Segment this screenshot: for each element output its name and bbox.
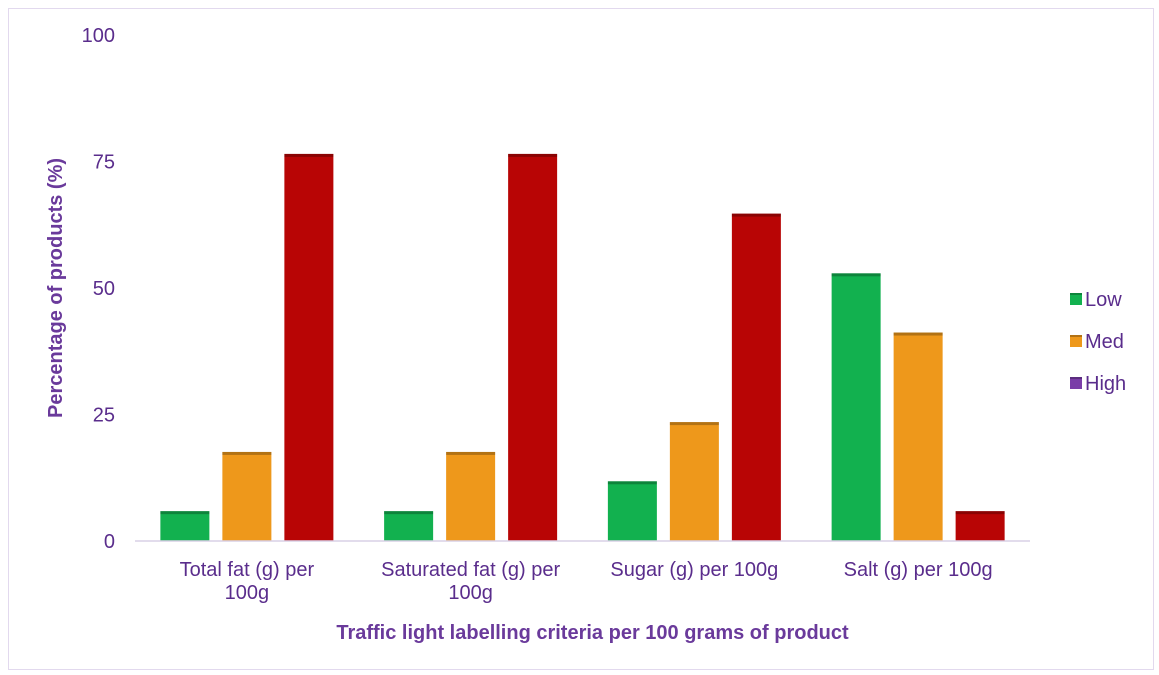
bar-med [893, 332, 943, 541]
legend-swatch-cap [1070, 335, 1082, 337]
bar-cap [955, 511, 1005, 515]
y-tick-label: 25 [93, 405, 115, 427]
bar-low [384, 511, 434, 541]
legend-swatch-high [1070, 377, 1082, 389]
legend-swatch-cap [1070, 377, 1082, 379]
bar-high [284, 153, 334, 541]
bar-cap [222, 451, 272, 455]
bar-cap [607, 481, 657, 485]
bar-cap [831, 273, 881, 277]
legend-swatch-cap [1070, 293, 1082, 295]
legend-swatch-med [1070, 335, 1082, 347]
bar-med [446, 451, 496, 541]
bar-cap [508, 153, 558, 157]
y-axis-ticks: 0 25 50 75 100 [82, 25, 115, 553]
bar-low [607, 481, 657, 541]
bar-high [731, 213, 781, 542]
bar-cap [893, 332, 943, 336]
y-tick-label: 75 [93, 152, 115, 174]
bar-high [508, 153, 558, 541]
x-category-label: Sugar (g) per 100g [610, 559, 778, 581]
x-category-label: Saturated fat (g) per 100g [381, 559, 560, 604]
x-category-label: Total fat (g) per 100g [180, 559, 315, 604]
y-tick-label: 0 [104, 531, 115, 553]
chart-frame [8, 8, 1154, 670]
bar-low [831, 273, 881, 541]
legend: Low Med High [1070, 289, 1126, 395]
bars [160, 153, 1005, 542]
bar-med [669, 422, 719, 541]
bar-cap [160, 511, 210, 515]
bar-med [222, 451, 272, 541]
legend-swatch-low [1070, 293, 1082, 305]
bar-high [955, 511, 1005, 541]
bar-cap [284, 153, 334, 157]
legend-label-high: High [1085, 373, 1126, 395]
x-axis-category-labels: Total fat (g) per 100g Saturated fat (g) p… [180, 559, 993, 604]
legend-label-low: Low [1085, 289, 1122, 311]
bar-low [160, 511, 210, 541]
y-tick-label: 100 [82, 25, 115, 47]
legend-label-med: Med [1085, 331, 1124, 353]
x-category-label: Salt (g) per 100g [844, 559, 993, 581]
bar-cap [384, 511, 434, 515]
y-tick-label: 50 [93, 278, 115, 300]
x-axis-title: Traffic light labelling criteria per 100… [336, 622, 849, 644]
bar-cap [446, 451, 496, 455]
y-axis-title: Percentage of products (%) [45, 158, 67, 418]
bar-cap [731, 213, 781, 217]
bar-cap [669, 422, 719, 426]
